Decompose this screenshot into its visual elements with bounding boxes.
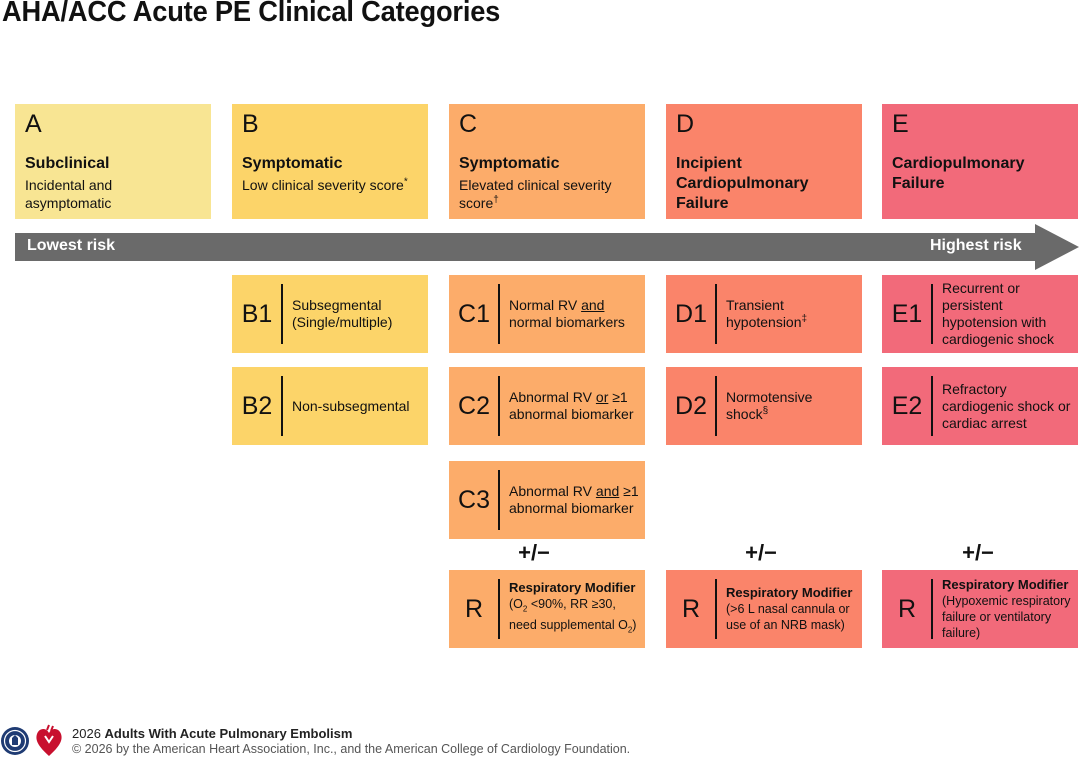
divider: [715, 376, 717, 436]
category-desc: Incidental and asymptomatic: [25, 177, 113, 211]
divider: [715, 579, 717, 639]
subcategory-c1: C1 Normal RV and normal biomarkers: [449, 275, 645, 353]
divider: [498, 470, 500, 530]
subcategory-code: D1: [675, 299, 707, 328]
subcategory-d2: D2 Normotensive shock§: [666, 367, 862, 445]
subcategory-text: Non-subsegmental: [292, 397, 410, 414]
modifier-text: Respiratory Modifier (>6 L nasal cannula…: [717, 585, 862, 633]
modifier-code: R: [464, 594, 484, 623]
modifier-detail: (O2 <90%, RR ≥30, need supplemental O2): [509, 596, 637, 635]
subcategory-text: Recurrent or persistent hypotension with…: [942, 280, 1055, 347]
respiratory-modifier-d: R Respiratory Modifier (>6 L nasal cannu…: [666, 570, 862, 648]
category-d: D Incipient Cardiopulmonary Failure: [666, 104, 862, 219]
category-name: Symptomatic: [242, 155, 343, 172]
footer-copyright: © 2026 by the American Heart Association…: [72, 742, 631, 756]
subcategory-code: E1: [891, 299, 923, 328]
plus-minus-d: +/−: [745, 540, 777, 565]
category-letter: B: [242, 110, 259, 138]
category-b: B Symptomatic Low clinical severity scor…: [232, 104, 428, 219]
modifier-text: Respiratory Modifier (O2 <90%, RR ≥30, n…: [500, 580, 645, 639]
plus-minus-e: +/−: [962, 540, 994, 565]
divider: [931, 376, 933, 436]
subcategory-c2: C2 Abnormal RV or ≥1 abnormal biomarker: [449, 367, 645, 445]
risk-arrow: [15, 224, 1079, 270]
modifier-title: Respiratory Modifier: [942, 577, 1069, 592]
plus-minus-c: +/−: [518, 540, 550, 565]
category-name: Symptomatic: [459, 155, 560, 172]
subcategory-text: Transient hypotension‡: [726, 297, 808, 330]
divider: [498, 579, 500, 639]
divider: [281, 284, 283, 344]
subcategory-b1: B1 Subsegmental (Single/multiple): [232, 275, 428, 353]
subcategory-code: E2: [891, 391, 923, 420]
category-c: C Symptomatic Elevated clinical severity…: [449, 104, 645, 219]
category-letter: A: [25, 110, 42, 138]
subcategory-code: C1: [458, 299, 490, 328]
subcategory-code: B2: [241, 391, 273, 420]
divider: [715, 284, 717, 344]
lowest-risk-label: Lowest risk: [27, 237, 116, 254]
category-letter: D: [676, 110, 695, 138]
divider: [498, 284, 500, 344]
subcategory-d1: D1 Transient hypotension‡: [666, 275, 862, 353]
subcategory-c3: C3 Abnormal RV and ≥1 abnormal biomarker: [449, 461, 645, 539]
category-name: Cardiopulmonary Failure: [892, 155, 1025, 192]
subcategory-code: B1: [241, 299, 273, 328]
respiratory-modifier-c: R Respiratory Modifier (O2 <90%, RR ≥30,…: [449, 570, 645, 648]
modifier-detail: (Hypoxemic respiratory failure or ventil…: [942, 594, 1071, 640]
divider: [931, 284, 933, 344]
divider: [498, 376, 500, 436]
subcategory-text: Abnormal RV or ≥1 abnormal biomarker: [509, 389, 634, 422]
category-name: Subclinical: [25, 155, 110, 172]
category-e: E Cardiopulmonary Failure: [882, 104, 1078, 219]
subcategory-text: Refractory cardiogenic shock or cardiac …: [942, 380, 1071, 431]
subcategory-text: Subsegmental (Single/multiple): [292, 297, 393, 330]
modifier-detail: (>6 L nasal cannula or use of an NRB mas…: [726, 602, 850, 632]
subcategory-e1: E1 Recurrent or persistent hypotension w…: [882, 275, 1078, 353]
modifier-code: R: [681, 594, 701, 623]
acc-seal-icon: [1, 727, 29, 755]
footer-guideline: 2026 Adults With Acute Pulmonary Embolis…: [72, 726, 353, 741]
modifier-title: Respiratory Modifier: [509, 579, 636, 595]
subcategory-b2: B2 Non-subsegmental: [232, 367, 428, 445]
subcategory-code: C2: [458, 391, 490, 420]
subcategory-code: D2: [675, 391, 707, 420]
category-desc: Low clinical severity score*: [242, 176, 408, 193]
category-a: A Subclinical Incidental and asymptomati…: [15, 104, 211, 219]
subcategory-text: Normal RV and normal biomarkers: [509, 297, 625, 330]
category-letter: E: [892, 110, 909, 138]
subcategory-text: Abnormal RV and ≥1 abnormal biomarker: [509, 483, 639, 516]
aha-heart-icon: [36, 724, 62, 756]
respiratory-modifier-e: R Respiratory Modifier (Hypoxemic respir…: [882, 570, 1078, 648]
modifier-text: Respiratory Modifier (Hypoxemic respirat…: [933, 577, 1078, 641]
category-desc: Elevated clinical severity score†: [459, 177, 612, 211]
highest-risk-label: Highest risk: [930, 237, 1022, 254]
modifier-code: R: [897, 594, 917, 623]
category-letter: C: [459, 110, 478, 138]
modifier-title: Respiratory Modifier: [726, 585, 853, 600]
subcategory-text: Normotensive shock§: [726, 389, 813, 422]
subcategory-e2: E2 Refractory cardiogenic shock or cardi…: [882, 367, 1078, 445]
subcategory-code: C3: [458, 485, 490, 514]
divider: [931, 579, 933, 639]
divider: [281, 376, 283, 436]
category-name: Incipient Cardiopulmonary Failure: [676, 155, 809, 212]
page-title: AHA/ACC Acute PE Clinical Categories: [2, 0, 501, 28]
